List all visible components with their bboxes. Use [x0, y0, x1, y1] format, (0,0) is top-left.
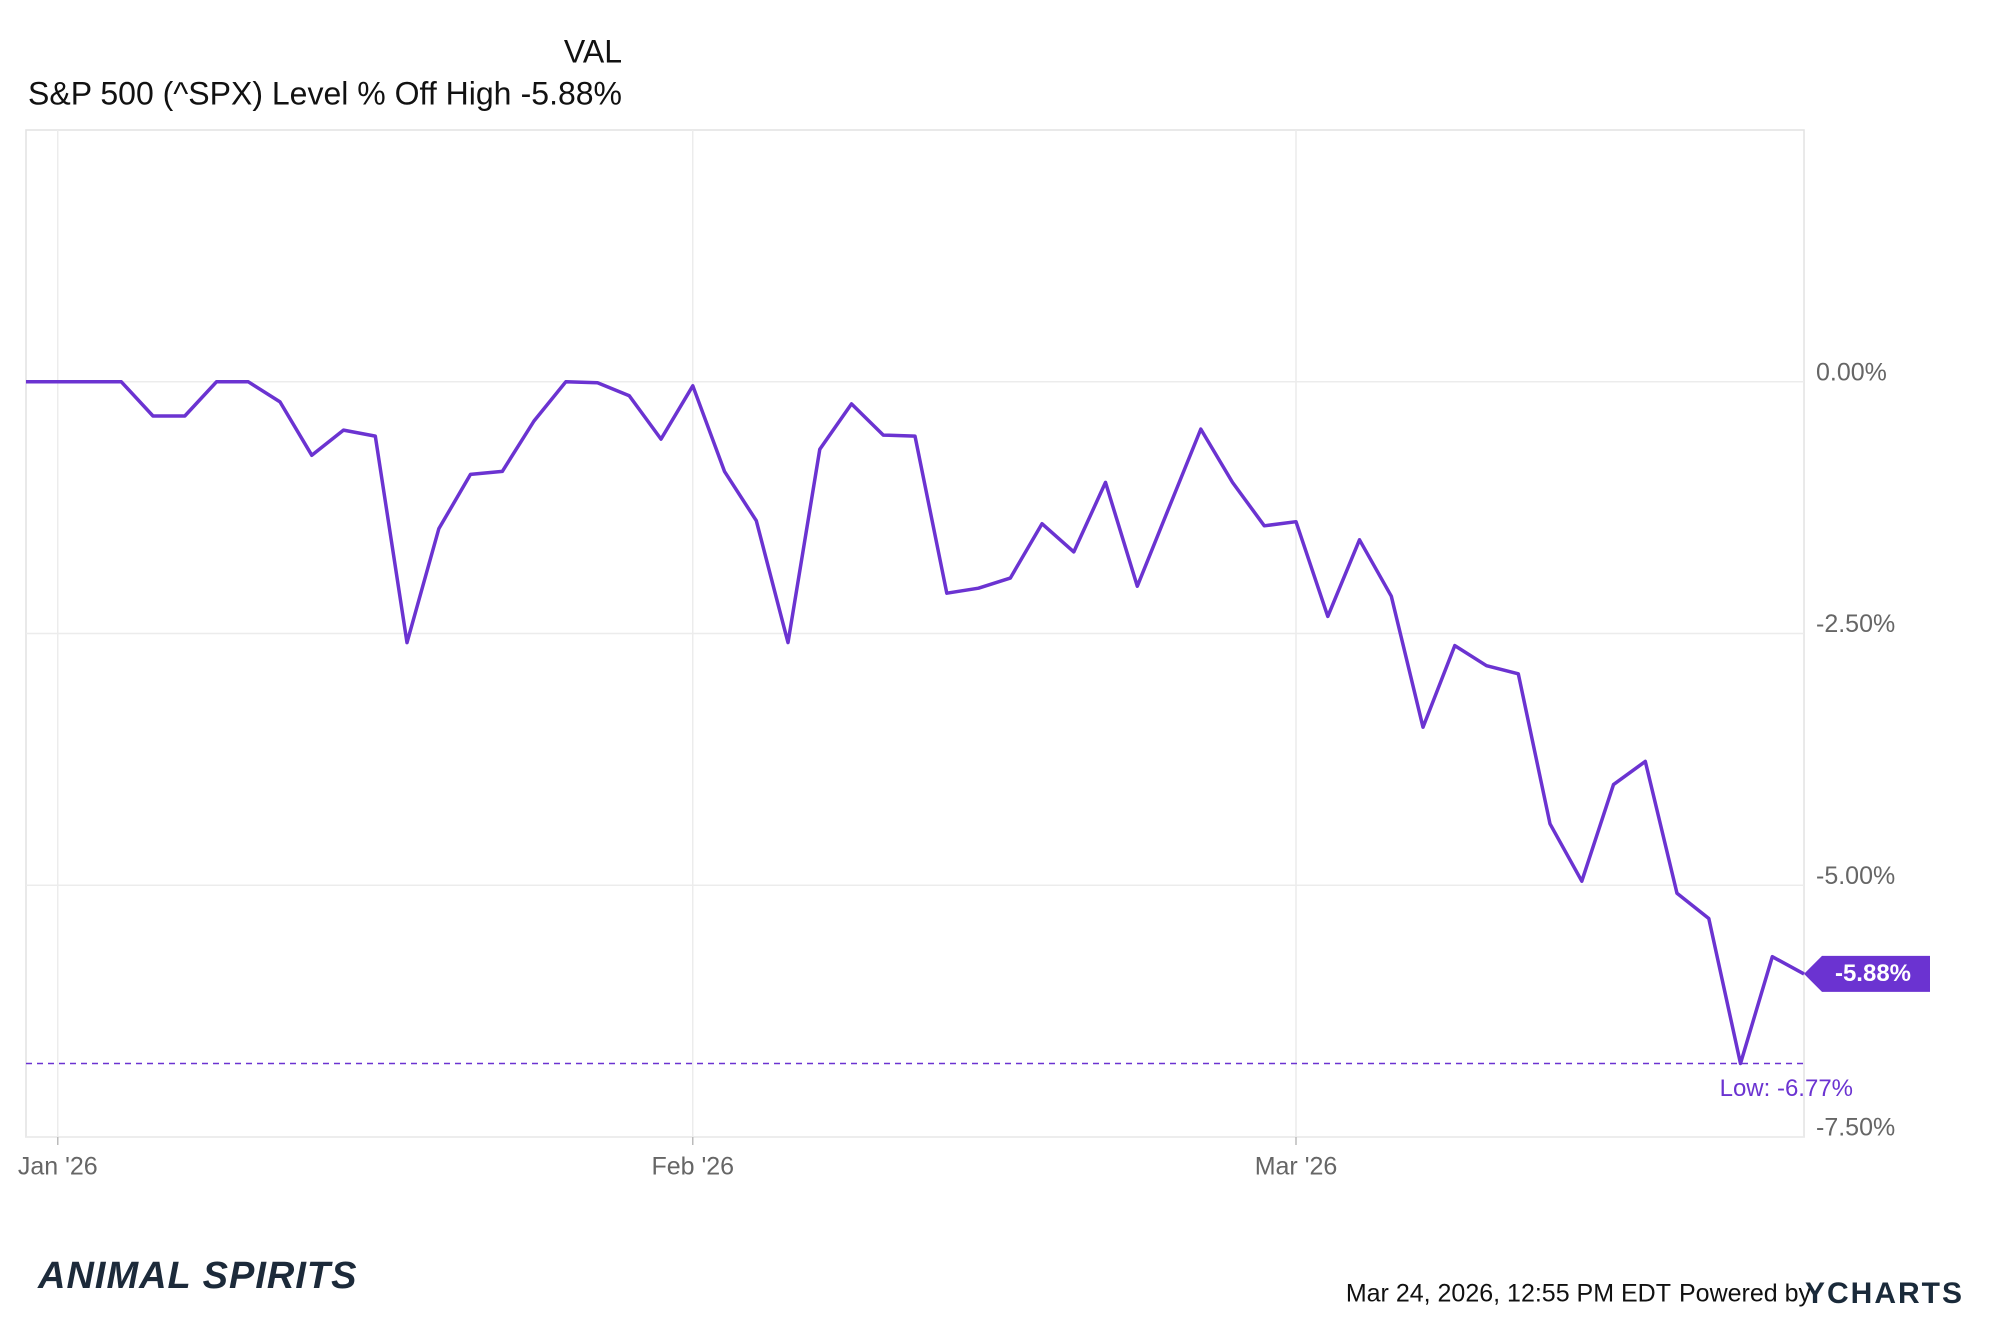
y-tick-label: -2.50%	[1816, 610, 1895, 638]
x-tick-label: Mar '26	[1255, 1153, 1338, 1181]
series-line	[26, 380, 1805, 1066]
powered-by: Powered by	[1679, 1280, 1812, 1308]
last-value-badge	[1804, 955, 1930, 992]
legend-entry: S&P 500 (^SPX) Level % Off High	[28, 75, 511, 111]
last-value-label: -5.88%	[1835, 960, 1911, 987]
low-label: Low: -6.77%	[1720, 1075, 1853, 1102]
x-tick-label: Feb '26	[651, 1153, 734, 1181]
legend-value: -5.88%	[521, 75, 622, 111]
legend-column-title: VAL	[564, 33, 622, 69]
timestamp: Mar 24, 2026, 12:55 PM EDT	[1346, 1280, 1671, 1308]
x-tick-label: Jan '26	[18, 1153, 98, 1181]
logo: ANIMAL SPIRITS	[37, 1255, 357, 1297]
y-tick-label: -7.50%	[1816, 1114, 1895, 1142]
y-tick-label: -5.00%	[1816, 862, 1895, 890]
brand: YCHARTS	[1805, 1277, 1964, 1310]
y-tick-label: 0.00%	[1816, 358, 1887, 386]
